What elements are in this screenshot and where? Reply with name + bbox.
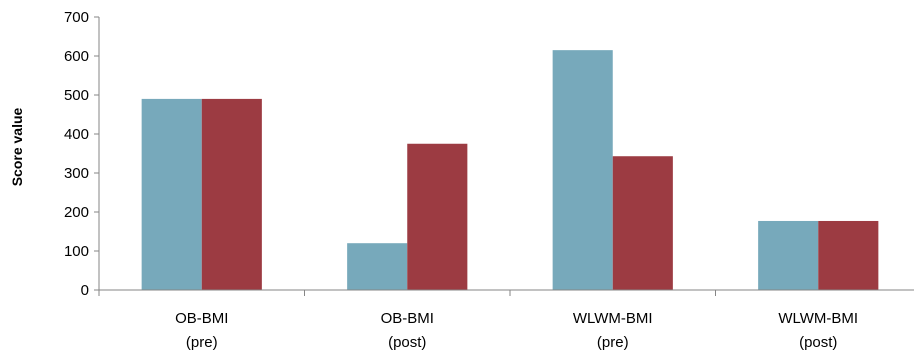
x-category-label: (post)	[799, 334, 837, 351]
bar-series2-cat2	[407, 143, 468, 290]
y-tick-label: 0	[81, 282, 89, 299]
x-category-label: (pre)	[597, 334, 629, 351]
bar-series2-cat3	[612, 156, 673, 290]
x-category-label: OB-BMI	[381, 310, 434, 327]
labels-layer: 0 100 200 300 400 500 600 700 OB-BMI (pre) OB-BMI (…	[64, 9, 858, 351]
bar-series1-cat2	[347, 243, 408, 290]
y-tick-label: 300	[64, 165, 89, 182]
x-category-label: OB-BMI	[175, 310, 228, 327]
y-tick-label: 400	[64, 126, 89, 143]
bar-series1-cat1	[141, 98, 202, 291]
bar-series2-cat1	[201, 98, 262, 291]
y-tick-label: 700	[64, 9, 89, 26]
x-category-label: WLWM-BMI	[778, 310, 858, 327]
bar-series2-cat4	[818, 220, 879, 290]
x-category-label: (pre)	[186, 334, 218, 351]
axes-layer	[94, 16, 914, 296]
x-category-label: (post)	[388, 334, 426, 351]
y-tick-label: 200	[64, 204, 89, 221]
bar-series1-cat3	[552, 50, 613, 291]
bar-series1-cat4	[758, 220, 819, 290]
x-category-label: WLWM-BMI	[573, 310, 653, 327]
y-tick-label: 500	[64, 87, 89, 104]
y-tick-label: 100	[64, 243, 89, 260]
y-axis-title: Score value	[9, 107, 25, 186]
y-tick-label: 600	[64, 48, 89, 65]
bars-layer	[141, 50, 879, 291]
